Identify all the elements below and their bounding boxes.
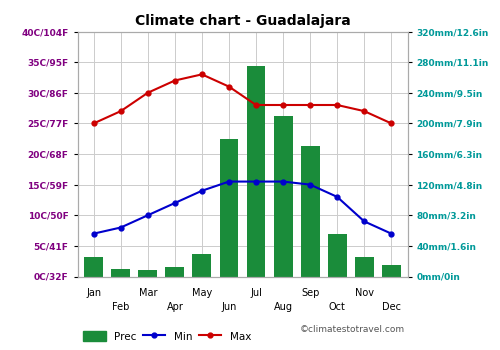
Text: Jun: Jun bbox=[222, 301, 236, 312]
Text: May: May bbox=[192, 288, 212, 298]
Bar bbox=[192, 253, 212, 276]
Text: Dec: Dec bbox=[382, 301, 401, 312]
Text: Oct: Oct bbox=[328, 301, 345, 312]
Text: Jan: Jan bbox=[86, 288, 102, 298]
Bar bbox=[300, 146, 320, 276]
Bar bbox=[355, 257, 374, 276]
Bar bbox=[84, 257, 103, 276]
Text: Mar: Mar bbox=[138, 288, 157, 298]
Bar bbox=[328, 234, 346, 276]
Text: Feb: Feb bbox=[112, 301, 130, 312]
Bar bbox=[220, 139, 238, 276]
Legend: Prec, Min, Max: Prec, Min, Max bbox=[82, 331, 251, 342]
Bar bbox=[382, 265, 400, 276]
Text: Jul: Jul bbox=[250, 288, 262, 298]
Bar bbox=[138, 271, 158, 276]
Bar bbox=[246, 66, 266, 277]
Title: Climate chart - Guadalajara: Climate chart - Guadalajara bbox=[134, 14, 350, 28]
Text: ©climatestotravel.com: ©climatestotravel.com bbox=[300, 325, 405, 334]
Bar bbox=[274, 116, 292, 276]
Bar bbox=[112, 269, 130, 276]
Text: Nov: Nov bbox=[354, 288, 374, 298]
Text: Aug: Aug bbox=[274, 301, 292, 312]
Text: Sep: Sep bbox=[301, 288, 320, 298]
Text: Apr: Apr bbox=[166, 301, 184, 312]
Bar bbox=[166, 267, 184, 276]
